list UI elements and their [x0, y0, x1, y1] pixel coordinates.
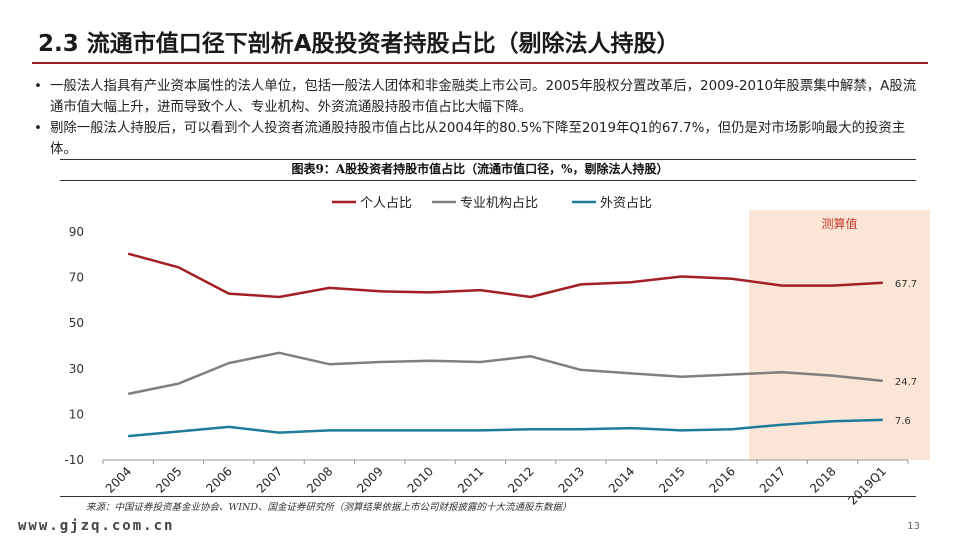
data-label: 67.7 [895, 279, 917, 290]
x-tick-label: 2012 [505, 464, 536, 495]
series-line [128, 418, 883, 438]
legend-label: 个人占比 [360, 196, 412, 211]
bullet-list: • 一般法人指具有产业资本属性的法人单位，包括一般法人团体和非金融类上市公司。2… [34, 76, 929, 160]
y-tick-label: 70 [69, 271, 84, 285]
y-tick-label: 50 [69, 316, 84, 330]
y-tick-label: 30 [69, 362, 84, 376]
x-tick-label: 2018 [807, 464, 838, 495]
bullet-dot: • [34, 79, 42, 94]
estimate-region [749, 210, 930, 460]
x-tick-label: 2013 [556, 464, 587, 495]
x-tick-label: 2010 [405, 464, 436, 495]
page-number: 13 [907, 521, 920, 532]
data-label: 24.7 [895, 377, 917, 388]
y-tick-label: -10 [64, 453, 84, 467]
x-tick-label: 2009 [354, 464, 385, 495]
bullet-dot: • [34, 121, 42, 136]
figure-title-rule [60, 180, 916, 181]
x-tick-label: 2016 [707, 464, 738, 495]
legend-label: 外资占比 [600, 196, 652, 211]
data-label: 7.6 [895, 416, 911, 427]
slide-title: 2.3 流通市值口径下剖析A股投资者持股占比（剔除法人持股） [38, 31, 680, 57]
x-tick-label: 2019Q1 [845, 464, 889, 508]
x-tick-label: 2008 [304, 464, 335, 495]
bullet-text: 剔除一般法人持股后，可以看到个人投资者流通股持股市值占比从2004年的80.5%… [50, 121, 906, 157]
figure-title: 图表9：A股投资者持股市值占比（流通市值口径，%，剔除法人持股） [291, 162, 669, 176]
bullet-item: • 一般法人指具有产业资本属性的法人单位，包括一般法人团体和非金融类上市公司。2… [34, 76, 929, 118]
estimate-region-label: 测算值 [822, 216, 858, 231]
x-tick-label: 2015 [656, 464, 687, 495]
footer-logo: www.gjzq.com.cn [18, 518, 175, 534]
x-tick-label: 2011 [455, 464, 486, 495]
y-tick-label: 10 [69, 407, 84, 421]
x-tick-label: 2005 [153, 464, 184, 495]
y-tick-label: 90 [69, 225, 84, 239]
x-tick-label: 2017 [757, 464, 788, 495]
figure-top-rule [60, 159, 916, 160]
bullet-text: 一般法人指具有产业资本属性的法人单位，包括一般法人团体和非金融类上市公司。200… [50, 79, 917, 115]
source-note: 来源：中国证券投资基金业协会、WIND、国金证券研究所（测算结果依据上市公司财报… [86, 502, 572, 513]
x-tick-label: 2004 [103, 464, 134, 495]
x-tick-label: 2007 [254, 464, 285, 495]
legend-label: 专业机构占比 [460, 196, 538, 211]
title-divider [32, 62, 928, 64]
series-line [127, 351, 883, 396]
series-line [127, 252, 883, 299]
x-tick-label: 2006 [203, 464, 234, 495]
figure-bottom-rule [60, 496, 916, 497]
bullet-item: • 剔除一般法人持股后，可以看到个人投资者流通股持股市值占比从2004年的80.… [34, 118, 929, 160]
x-tick-label: 2014 [606, 464, 637, 495]
